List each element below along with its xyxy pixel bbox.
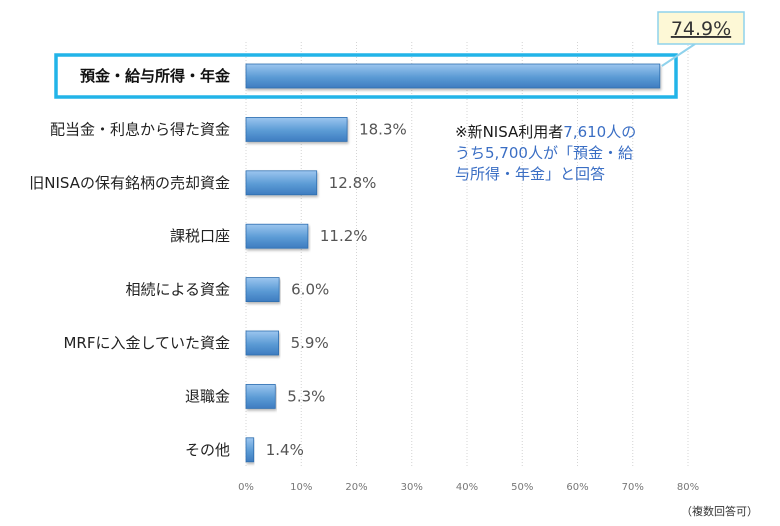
x-tick-label: 80% — [677, 482, 699, 493]
value-label: 6.0% — [291, 281, 329, 299]
bar — [245, 437, 255, 463]
callout-box — [657, 11, 745, 45]
category-labels: 預金・給与所得・年金配当金・利息から得た資金旧NISAの保有銘柄の売却資金課税口… — [29, 67, 231, 459]
bar — [245, 330, 279, 356]
x-tick-label: 30% — [401, 482, 423, 493]
value-label: 1.4% — [266, 441, 304, 459]
x-tick-label: 0% — [238, 482, 254, 493]
x-tick-label: 20% — [345, 482, 367, 493]
annotation-segment: うち5,700人が「預金・給 — [455, 144, 633, 162]
value-label: 74.9% — [671, 18, 731, 40]
annotation-line: ※新NISA利用者7,610人の — [455, 123, 636, 141]
gridlines — [245, 42, 689, 468]
x-tick-label: 40% — [456, 482, 478, 493]
category-label: 課税口座 — [170, 227, 230, 245]
category-label: 預金・給与所得・年金 — [80, 67, 231, 85]
annotation-line: 与所得・年金」と回答 — [455, 165, 605, 183]
category-label: その他 — [185, 441, 230, 459]
x-tick-label: 70% — [622, 482, 644, 493]
category-label: 相続による資金 — [125, 281, 230, 299]
value-label: 5.3% — [287, 387, 325, 405]
value-label: 5.9% — [291, 334, 329, 352]
category-label: 配当金・利息から得た資金 — [50, 120, 230, 138]
annotation-segment: 7,610人の — [563, 123, 636, 141]
x-tick-label: 10% — [290, 482, 312, 493]
bar — [245, 383, 276, 409]
category-label: 退職金 — [185, 387, 230, 405]
callout-connector — [661, 43, 696, 67]
value-labels: 18.3% 12.8% 11.2% 6.0% 5.9% 5.3% 1.4% — [266, 120, 407, 458]
highlight-layer — [54, 53, 678, 99]
callout-layer: 74.9% — [657, 11, 745, 67]
annotation-segment: ※新NISA利用者 — [455, 123, 563, 141]
bar — [245, 223, 309, 249]
bar — [245, 63, 661, 89]
highlight-frame — [54, 53, 678, 99]
footnote: （複数回答可） — [681, 505, 758, 518]
category-label: 旧NISAの保有銘柄の売却資金 — [29, 174, 230, 192]
bar — [245, 277, 280, 303]
value-label: 11.2% — [320, 227, 368, 245]
annotation-segment: 与所得・年金」と回答 — [455, 165, 605, 183]
bars — [245, 63, 661, 463]
x-tick-label: 60% — [566, 482, 588, 493]
value-label: 12.8% — [329, 174, 377, 192]
value-label: 18.3% — [359, 120, 407, 138]
annotation-line: うち5,700人が「預金・給 — [455, 144, 633, 162]
category-label: MRFに入金していた資金 — [63, 334, 230, 352]
bar — [245, 170, 318, 196]
x-tick-label: 50% — [511, 482, 533, 493]
x-axis-ticks: 0% 10% 20% 30% 40% 50% 60% 70% 80% — [238, 482, 699, 493]
bar — [245, 117, 348, 142]
